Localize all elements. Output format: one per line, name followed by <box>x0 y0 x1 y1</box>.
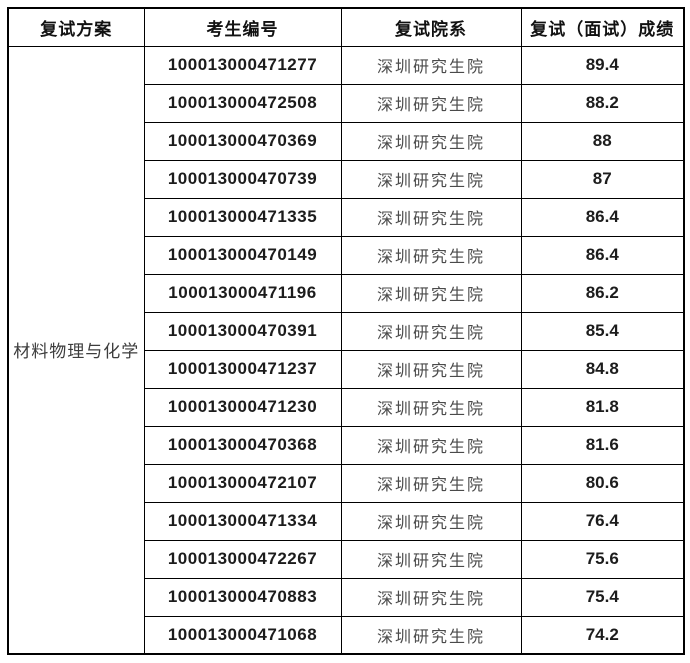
score-cell: 75.6 <box>520 539 685 579</box>
score-cell: 75.4 <box>520 577 685 617</box>
table-row: 材料物理与化学 100013000471277 深圳研究生院 89.4 <box>7 45 685 655</box>
candidate-id-cell: 100013000471277 <box>143 45 342 85</box>
table-body: 材料物理与化学 100013000471277 深圳研究生院 89.4 10001… <box>7 45 685 655</box>
department-cell: 深圳研究生院 <box>340 539 522 579</box>
score-cell: 86.4 <box>520 235 685 275</box>
candidate-id-cell: 100013000470368 <box>143 425 342 465</box>
candidate-id-cell: 100013000470391 <box>143 311 342 351</box>
score-cell: 80.6 <box>520 463 685 503</box>
header-row: 复试方案 考生编号 复试院系 复试（面试）成绩 <box>7 7 685 47</box>
header-interview-score: 复试（面试）成绩 <box>520 7 685 47</box>
plan-name-cell: 材料物理与化学 <box>7 45 145 655</box>
department-cell: 深圳研究生院 <box>340 463 522 503</box>
department-cell: 深圳研究生院 <box>340 235 522 275</box>
table-row: 100013000470368 深圳研究生院 81.6 <box>8 425 685 465</box>
score-cell: 84.8 <box>520 349 685 389</box>
candidate-id-cell: 100013000470739 <box>143 159 342 199</box>
department-cell: 深圳研究生院 <box>340 577 522 617</box>
candidate-id-cell: 100013000470883 <box>143 577 342 617</box>
candidate-id-cell: 100013000470149 <box>143 235 342 275</box>
score-cell: 86.4 <box>520 197 685 237</box>
candidate-id-cell: 100013000472508 <box>143 83 342 123</box>
score-cell: 81.6 <box>520 425 685 465</box>
table-row: 100013000471335 深圳研究生院 86.4 <box>8 197 685 237</box>
header-candidate-id: 考生编号 <box>143 7 342 47</box>
candidate-id-cell: 100013000470369 <box>143 121 342 161</box>
score-cell: 87 <box>520 159 685 199</box>
candidate-id-cell: 100013000471237 <box>143 349 342 389</box>
score-cell: 85.4 <box>520 311 685 351</box>
candidate-id-cell: 100013000471068 <box>143 615 342 655</box>
table-row: 100013000471196 深圳研究生院 86.2 <box>8 273 685 313</box>
table-row: 100013000470739 深圳研究生院 87 <box>8 159 685 199</box>
score-cell: 88 <box>520 121 685 161</box>
header-plan: 复试方案 <box>7 7 145 47</box>
department-cell: 深圳研究生院 <box>340 311 522 351</box>
department-cell: 深圳研究生院 <box>340 615 522 655</box>
score-cell: 86.2 <box>520 273 685 313</box>
department-cell: 深圳研究生院 <box>340 349 522 389</box>
department-cell: 深圳研究生院 <box>340 159 522 199</box>
department-cell: 深圳研究生院 <box>340 387 522 427</box>
header-department: 复试院系 <box>340 7 522 47</box>
table-row: 100013000471230 深圳研究生院 81.8 <box>8 387 685 427</box>
score-cell: 81.8 <box>520 387 685 427</box>
candidate-id-cell: 100013000472107 <box>143 463 342 503</box>
table-row: 100013000472107 深圳研究生院 80.6 <box>8 463 685 503</box>
score-cell: 89.4 <box>520 45 685 85</box>
candidate-id-cell: 100013000472267 <box>143 539 342 579</box>
department-cell: 深圳研究生院 <box>340 501 522 541</box>
candidate-id-cell: 100013000471335 <box>143 197 342 237</box>
score-cell: 76.4 <box>520 501 685 541</box>
table-header: 复试方案 考生编号 复试院系 复试（面试）成绩 <box>7 7 685 47</box>
department-cell: 深圳研究生院 <box>340 425 522 465</box>
department-cell: 深圳研究生院 <box>340 273 522 313</box>
candidate-id-cell: 100013000471230 <box>143 387 342 427</box>
table-row: 100013000472508 深圳研究生院 88.2 <box>8 83 685 123</box>
table-row: 100013000470149 深圳研究生院 86.4 <box>8 235 685 275</box>
department-cell: 深圳研究生院 <box>340 121 522 161</box>
department-cell: 深圳研究生院 <box>340 197 522 237</box>
candidate-id-cell: 100013000471334 <box>143 501 342 541</box>
score-cell: 88.2 <box>520 83 685 123</box>
department-cell: 深圳研究生院 <box>340 45 522 85</box>
score-cell: 74.2 <box>520 615 685 655</box>
admission-score-table: 复试方案 考生编号 复试院系 复试（面试）成绩 材料物理与化学 100013000… <box>7 7 685 655</box>
department-cell: 深圳研究生院 <box>340 83 522 123</box>
table-row: 100013000471237 深圳研究生院 84.8 <box>8 349 685 389</box>
table-row: 100013000470391 深圳研究生院 85.4 <box>8 311 685 351</box>
table-row: 100013000471068 深圳研究生院 74.2 <box>8 615 685 655</box>
table-row: 100013000470369 深圳研究生院 88 <box>8 121 685 161</box>
candidate-id-cell: 100013000471196 <box>143 273 342 313</box>
